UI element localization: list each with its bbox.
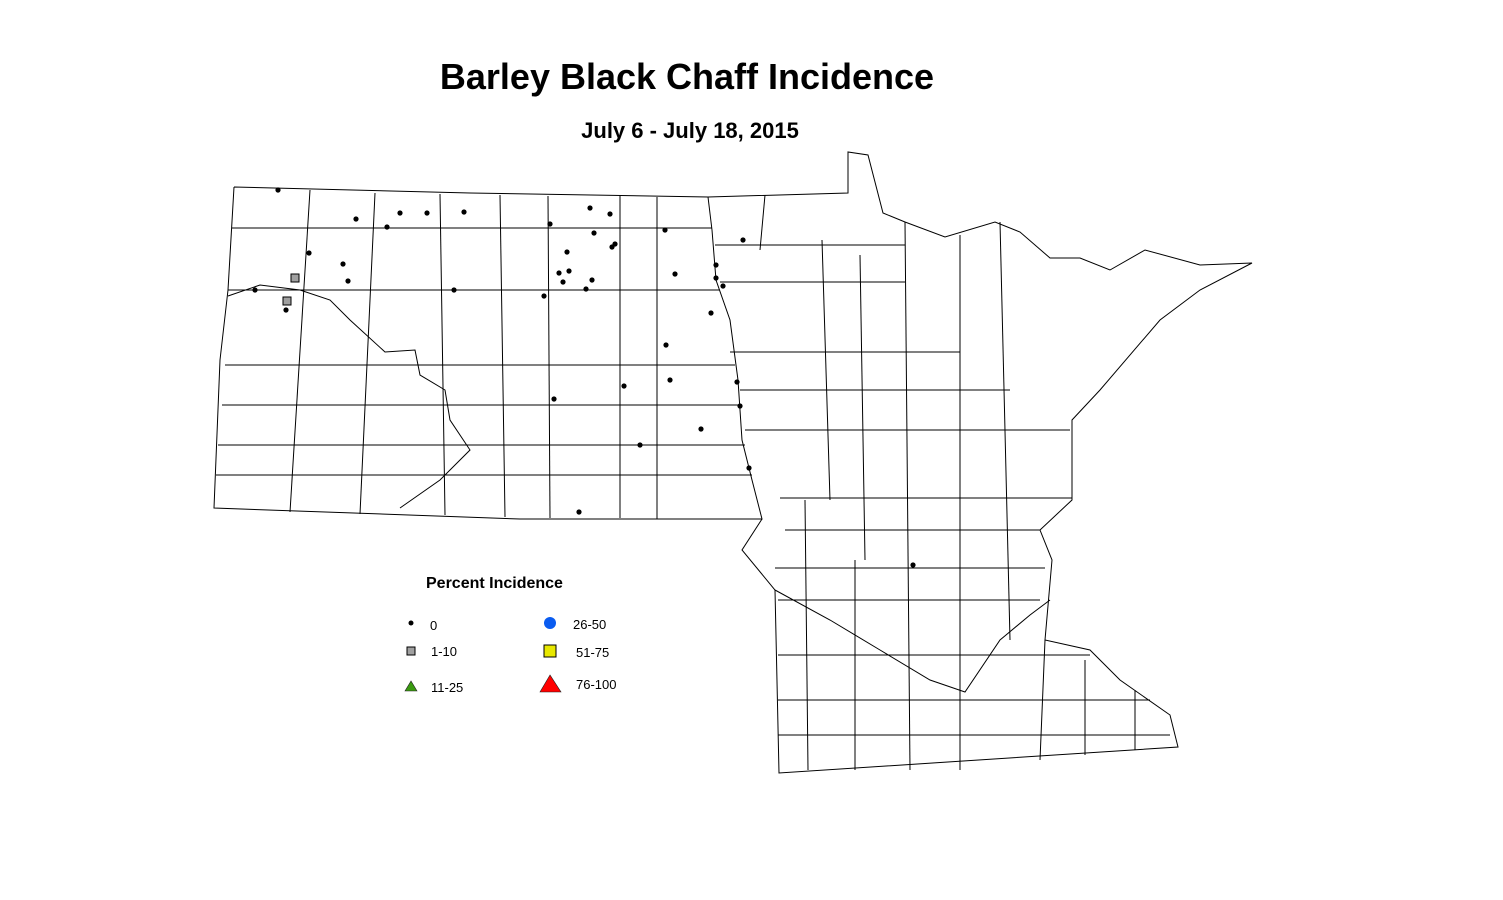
county-line [859, 254, 866, 561]
observation-point-0 [910, 562, 916, 568]
map-title: Barley Black Chaff Incidence [439, 56, 935, 97]
observation-point-0 [451, 287, 457, 293]
observation-point-0 [551, 396, 557, 402]
observation-point-0 [672, 271, 678, 277]
legend-label-11-25: 11-25 [431, 680, 464, 695]
county-line [547, 195, 551, 519]
legend-label-26-50: 26-50 [573, 617, 607, 632]
observation-point-0 [541, 293, 547, 299]
observation-point-0 [621, 383, 627, 389]
county-line [759, 194, 766, 251]
observation-point-0 [556, 270, 562, 276]
county-line [821, 239, 831, 501]
county-line [904, 221, 911, 771]
observation-point-0 [587, 205, 593, 211]
observation-point-0 [461, 209, 467, 215]
observation-point-0 [397, 210, 403, 216]
observation-point-0 [345, 278, 351, 284]
river-minnesota [774, 589, 1051, 693]
observation-point-0 [353, 216, 359, 222]
observation-point-0 [720, 283, 726, 289]
observation-point-0 [737, 403, 743, 409]
observation-point-0 [637, 442, 643, 448]
legend-label-1-10: 1-10 [431, 644, 458, 659]
observation-point-0 [566, 268, 572, 274]
state-boundary-north-dakota [213, 186, 763, 520]
observation-point-0 [424, 210, 430, 216]
observation-point-0 [663, 342, 669, 348]
observation-point-0 [589, 277, 595, 283]
observation-point-0 [564, 249, 570, 255]
observation-point-0 [667, 377, 673, 383]
map-subtitle: July 6 - July 18, 2015 [581, 118, 799, 143]
legend-label-51-75: 51-75 [576, 645, 610, 660]
observation-point-0 [306, 250, 312, 256]
county-line [439, 193, 446, 516]
county-line [359, 192, 376, 515]
county-line [289, 189, 311, 513]
legend-title: Percent Incidence [426, 575, 563, 592]
legend-label-0: 0 [430, 618, 438, 633]
observation-point-0 [607, 211, 613, 217]
observation-point-0 [713, 275, 719, 281]
legend-label-76-100: 76-100 [576, 677, 617, 692]
observation-point-0 [708, 310, 714, 316]
observation-point-1-10 [282, 296, 292, 306]
observation-point-0 [591, 230, 597, 236]
observation-point-0 [283, 307, 289, 313]
observation-point-0 [560, 279, 566, 285]
county-line [499, 194, 506, 518]
observation-point-0 [662, 227, 668, 233]
observation-point-0 [576, 509, 582, 515]
observation-point-0 [698, 426, 704, 432]
observation-point-0 [609, 244, 615, 250]
observation-point-0 [340, 261, 346, 267]
observation-point-0 [275, 187, 281, 193]
county-line [999, 221, 1011, 641]
observation-point-0 [734, 379, 740, 385]
county-line [804, 499, 809, 771]
observation-point-0 [384, 224, 390, 230]
observation-point-0 [713, 262, 719, 268]
observation-point-0 [583, 286, 589, 292]
observation-point-0 [547, 221, 553, 227]
observation-point-1-10 [290, 273, 300, 283]
observation-point-0 [746, 465, 752, 471]
observation-point-0 [252, 287, 258, 293]
observation-point-0 [740, 237, 746, 243]
